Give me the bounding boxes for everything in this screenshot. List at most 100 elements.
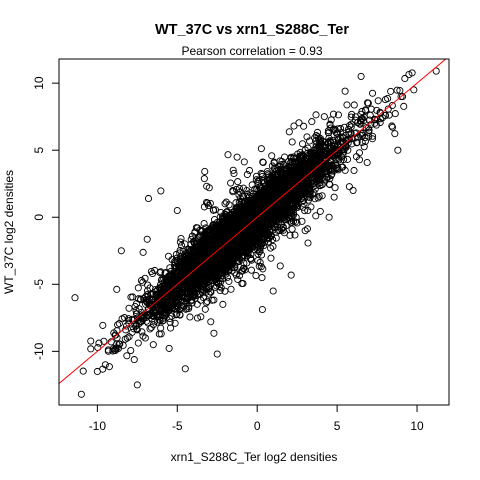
data-point: [259, 265, 267, 273]
data-point: [298, 165, 306, 173]
data-point: [235, 198, 243, 206]
data-point: [132, 322, 140, 330]
data-point: [329, 136, 337, 144]
data-point: [200, 175, 208, 183]
data-point: [112, 331, 120, 339]
data-point: [239, 226, 247, 234]
data-point: [210, 216, 219, 224]
data-point: [323, 160, 331, 168]
data-point: [221, 200, 229, 208]
data-point: [209, 221, 217, 229]
data-point: [173, 310, 181, 318]
data-point: [330, 193, 338, 201]
data-point: [125, 316, 133, 324]
data-point: [391, 110, 399, 118]
data-point: [198, 282, 207, 290]
data-point: [326, 137, 334, 145]
data-point: [227, 179, 235, 187]
data-point: [134, 314, 142, 322]
data-point: [184, 285, 192, 293]
data-point: [222, 270, 230, 278]
data-point: [300, 200, 308, 208]
data-point: [314, 194, 322, 202]
data-point: [280, 184, 289, 192]
data-point: [176, 259, 184, 267]
data-point: [212, 275, 220, 283]
data-point: [151, 317, 159, 325]
data-point: [254, 246, 262, 254]
data-point: [401, 74, 409, 83]
data-point: [79, 367, 87, 375]
data-point: [110, 329, 118, 337]
data-point: [201, 305, 209, 313]
data-point: [262, 228, 270, 236]
data-point: [281, 215, 289, 223]
data-point: [201, 167, 209, 175]
data-point: [311, 147, 319, 155]
data-point: [400, 102, 408, 110]
data-point: [188, 232, 196, 240]
data-point: [277, 168, 285, 176]
data-point: [361, 137, 369, 145]
data-point: [368, 135, 377, 143]
data-point: [348, 110, 356, 118]
data-point: [211, 230, 220, 238]
chart-title: WT_37C vs xrn1_S288C_Ter: [155, 22, 349, 38]
data-point: [256, 258, 264, 266]
data-point: [258, 172, 266, 181]
data-point: [312, 212, 320, 220]
data-point: [358, 138, 366, 146]
data-point: [236, 188, 244, 196]
data-point: [306, 181, 314, 189]
data-point: [388, 101, 396, 110]
data-point: [216, 282, 224, 290]
data-point: [245, 166, 254, 175]
data-point: [119, 341, 127, 349]
data-point: [347, 120, 355, 128]
data-point: [112, 344, 120, 352]
data-point: [288, 225, 296, 233]
data-point: [198, 239, 206, 247]
data-point: [285, 128, 293, 136]
data-points: [71, 67, 440, 398]
data-point: [157, 324, 165, 332]
data-point: [166, 324, 175, 332]
data-point: [317, 155, 325, 163]
data-point: [279, 160, 287, 169]
data-point: [326, 175, 334, 183]
data-point: [165, 344, 173, 352]
data-point: [113, 285, 121, 293]
data-point: [193, 314, 201, 322]
data-point: [203, 242, 211, 251]
data-point: [142, 296, 150, 304]
data-point: [110, 346, 118, 354]
data-point: [293, 219, 301, 227]
data-point: [203, 228, 211, 236]
data-point: [200, 203, 208, 211]
data-point: [87, 345, 95, 353]
data-point: [252, 176, 260, 184]
data-point: [152, 288, 160, 296]
data-point: [115, 319, 123, 328]
data-point: [171, 319, 179, 327]
data-point: [277, 161, 285, 169]
data-point: [159, 317, 167, 325]
data-point: [257, 145, 265, 153]
data-point: [258, 170, 266, 178]
data-point: [157, 268, 165, 276]
data-point: [278, 170, 287, 178]
data-point: [229, 219, 237, 227]
data-point: [200, 219, 208, 228]
data-point: [360, 117, 368, 125]
data-point: [188, 276, 196, 284]
data-point: [191, 258, 200, 266]
data-point: [371, 119, 379, 127]
data-point: [293, 202, 301, 210]
data-point: [232, 199, 240, 207]
data-point: [264, 235, 272, 243]
data-point: [227, 285, 235, 293]
data-point: [176, 238, 184, 246]
data-point: [186, 247, 194, 255]
data-point: [345, 183, 353, 191]
data-point: [250, 245, 258, 253]
